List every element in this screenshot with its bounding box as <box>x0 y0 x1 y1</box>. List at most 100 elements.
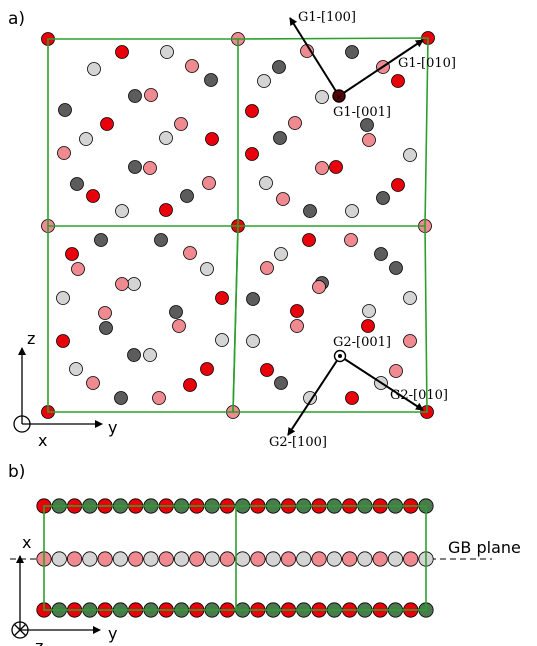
g1-100-label: G1-[100] <box>298 10 356 25</box>
z-cross-2 <box>13 623 27 637</box>
atom-a-37 <box>245 104 259 118</box>
atom-b-r1-2 <box>66 551 83 567</box>
atom-a-86 <box>403 291 417 305</box>
panel-b-label: b) <box>8 462 25 482</box>
atom-a-24 <box>143 161 157 175</box>
atom-a-90 <box>361 319 375 333</box>
g2-001-dot <box>338 354 342 358</box>
g1-vectors <box>289 17 424 97</box>
atom-a-52 <box>345 204 359 218</box>
atom-b-r1-15 <box>265 551 281 567</box>
atom-a-56 <box>183 246 197 260</box>
grain-box-top-left <box>47 38 239 227</box>
atom-a-95 <box>274 376 288 390</box>
g1-001-marker <box>332 89 346 103</box>
g1-001-label: G1-[001] <box>333 105 391 120</box>
atom-a-75 <box>114 391 128 405</box>
supercell-frame <box>43 505 427 611</box>
panel-a-label: a) <box>8 9 25 29</box>
atom-a-69 <box>127 348 141 362</box>
panel-b-axes <box>11 555 101 639</box>
grain-box-top-right <box>237 37 429 227</box>
atom-b-r1-19 <box>326 551 342 567</box>
atom-a-62 <box>215 291 229 305</box>
atom-a-9 <box>115 45 129 59</box>
atom-a-79 <box>274 247 288 261</box>
atom-a-20 <box>159 131 173 145</box>
atom-a-67 <box>56 334 70 348</box>
atom-b-r1-10 <box>189 551 205 567</box>
atom-a-27 <box>86 189 100 203</box>
atom-a-17 <box>100 117 114 131</box>
atom-b-r1-11 <box>204 551 220 567</box>
atom-b-r1-18 <box>311 551 327 567</box>
atom-b-r1-12 <box>219 551 235 567</box>
axis-z-label-b: z <box>35 637 43 646</box>
atom-a-49 <box>376 191 390 205</box>
atom-a-35 <box>257 74 271 88</box>
atom-b-r1-8 <box>158 551 174 567</box>
atom-a-64 <box>169 305 183 319</box>
atom-b-r1-20 <box>341 551 358 567</box>
atom-a-61 <box>56 291 70 305</box>
panel-a-axes <box>13 347 103 433</box>
atom-a-85 <box>246 292 260 306</box>
atom-a-28 <box>180 189 194 203</box>
atom-a-94 <box>389 364 403 378</box>
panel-b-frame <box>43 505 427 611</box>
atom-b-r1-23 <box>387 551 404 567</box>
panel-b-atoms <box>36 498 434 618</box>
atom-a-76 <box>152 391 166 405</box>
z-axis-into-plane <box>11 621 29 639</box>
atom-b-r1-16 <box>280 551 297 567</box>
atom-a-91 <box>246 334 260 348</box>
atom-a-29 <box>115 204 129 218</box>
axis-y-label-b: y <box>108 624 117 643</box>
axis-z-label: z <box>27 329 35 348</box>
atom-a-54 <box>154 233 168 247</box>
atom-a-82 <box>389 261 403 275</box>
atom-a-12 <box>185 59 199 73</box>
g2-100-arrow <box>287 355 341 436</box>
atom-a-50 <box>276 192 290 206</box>
g2-010-arrow <box>339 355 424 411</box>
atom-b-r1-4 <box>97 551 113 567</box>
atom-a-87 <box>290 304 304 318</box>
atom-a-57 <box>71 262 85 276</box>
panel-b: b) GB plane x y z <box>8 462 521 646</box>
atom-b-r1-13 <box>235 551 251 567</box>
atom-a-19 <box>174 117 188 131</box>
atom-a-74 <box>183 378 197 392</box>
atom-a-26 <box>202 176 216 190</box>
atom-b-r1-5 <box>112 551 129 567</box>
atom-a-23 <box>128 160 142 174</box>
atom-a-32 <box>345 45 359 59</box>
atom-a-22 <box>205 132 219 146</box>
atom-a-97 <box>303 391 317 405</box>
atom-a-39 <box>288 116 302 130</box>
atom-a-11 <box>87 62 101 76</box>
atom-b-r1-21 <box>357 551 373 567</box>
atom-a-46 <box>329 160 343 174</box>
atom-a-51 <box>303 204 317 218</box>
atom-a-16 <box>58 103 72 117</box>
atom-b-r1-1 <box>51 551 67 567</box>
panel-a-frames <box>47 37 429 413</box>
atom-a-80 <box>374 247 388 261</box>
atom-a-58 <box>200 262 214 276</box>
g2-vectors <box>287 355 424 436</box>
g1-010-arrow <box>338 39 424 97</box>
panel-a: a) × G1-[100] G1-[010] G1-[001] G2-[001]… <box>8 9 456 450</box>
atom-a-42 <box>362 133 376 147</box>
atom-b-r1-3 <box>82 551 98 567</box>
atom-a-66 <box>172 319 186 333</box>
atom-a-36 <box>315 90 329 104</box>
atom-a-33 <box>272 60 286 74</box>
atom-a-38 <box>391 74 405 88</box>
atom-a-77 <box>302 233 316 247</box>
atom-b-r1-14 <box>250 551 266 567</box>
atom-b-r1-24 <box>403 551 419 567</box>
atom-a-44 <box>245 147 259 161</box>
atom-b-r1-9 <box>173 551 190 567</box>
